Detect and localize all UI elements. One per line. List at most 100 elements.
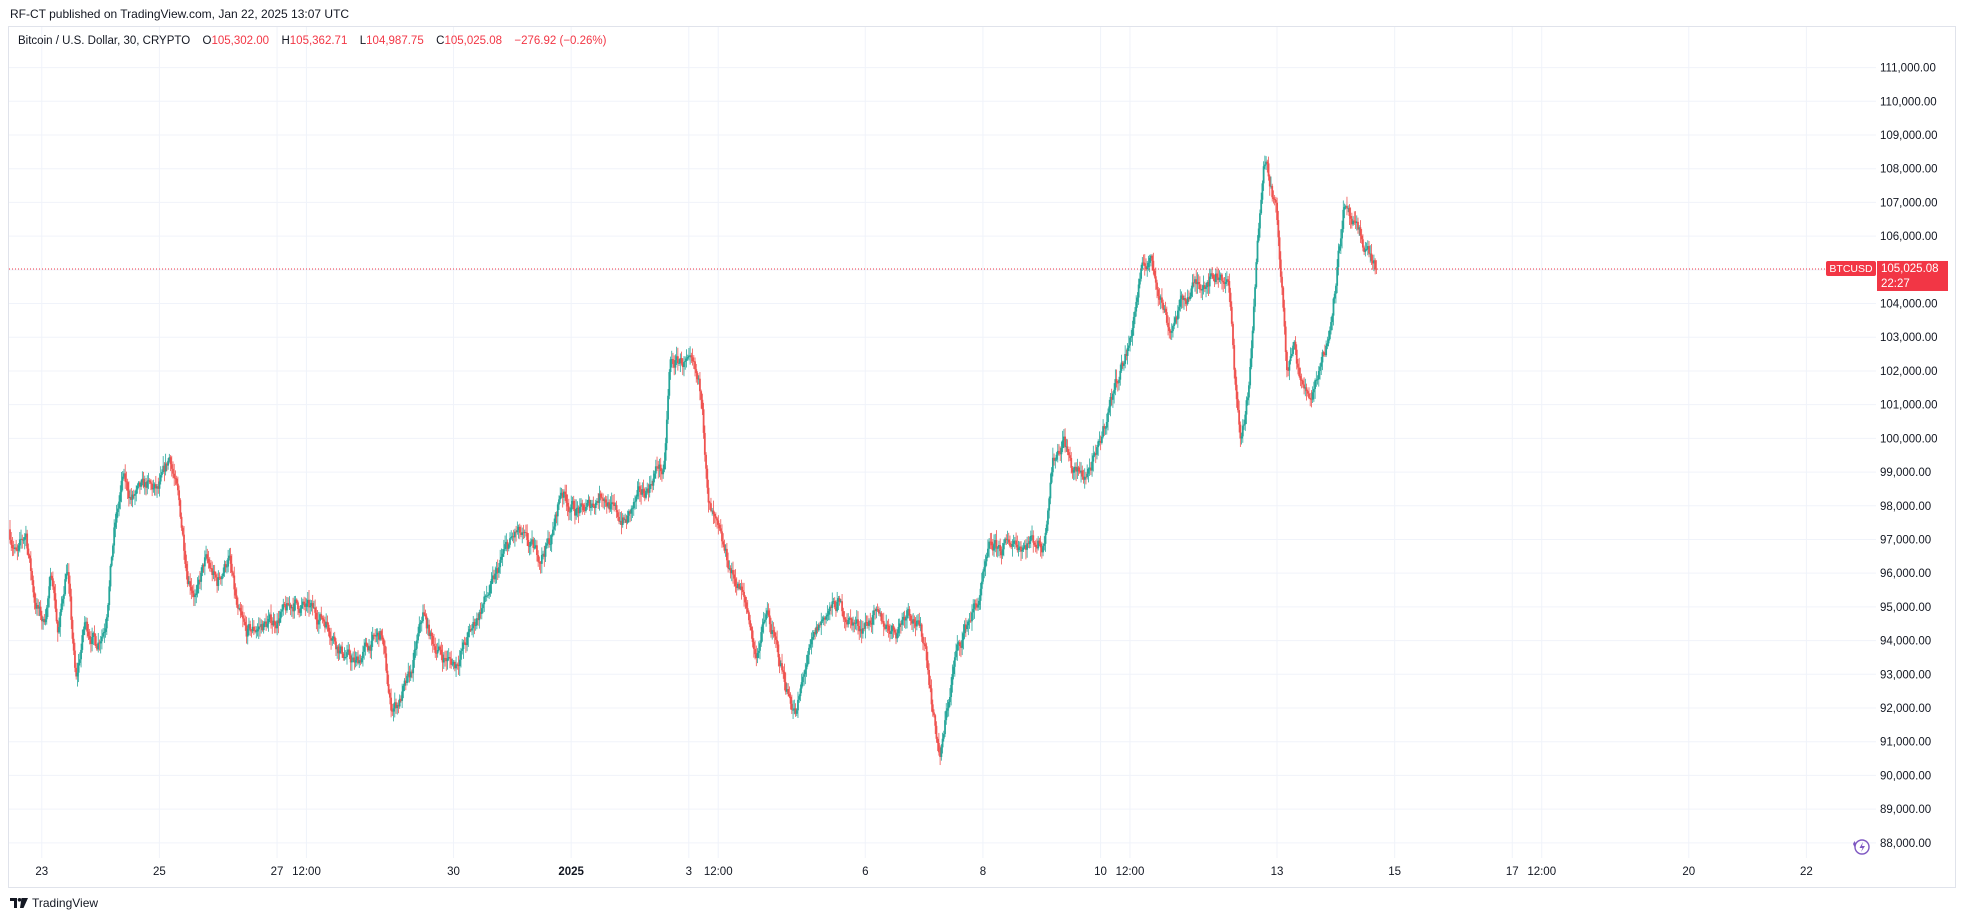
candle bbox=[146, 475, 149, 495]
y-tick-label: 102,000.00 bbox=[1880, 366, 1938, 378]
candle bbox=[129, 489, 131, 505]
candle bbox=[1024, 539, 1027, 560]
candle bbox=[947, 699, 950, 717]
candle bbox=[705, 452, 707, 479]
candle bbox=[373, 632, 375, 640]
y-tick-label: 92,000.00 bbox=[1880, 703, 1931, 715]
candle bbox=[1261, 180, 1264, 204]
candle bbox=[1121, 360, 1124, 369]
candle bbox=[542, 550, 544, 560]
flash-icon[interactable] bbox=[1853, 839, 1870, 855]
candle bbox=[1238, 400, 1241, 433]
candle bbox=[159, 466, 162, 485]
candle bbox=[403, 678, 406, 692]
candle bbox=[854, 616, 857, 630]
candle bbox=[531, 530, 533, 545]
candle bbox=[871, 610, 874, 634]
candle bbox=[28, 553, 31, 563]
candle bbox=[1104, 426, 1107, 435]
candle bbox=[103, 623, 106, 643]
candle bbox=[1168, 317, 1171, 339]
candle bbox=[1112, 391, 1114, 408]
candle bbox=[102, 628, 105, 639]
candle bbox=[1006, 530, 1009, 545]
candle bbox=[1075, 462, 1078, 482]
candle bbox=[1163, 305, 1166, 313]
candle bbox=[1088, 458, 1091, 477]
change-value: −276.92 (−0.26%) bbox=[514, 35, 607, 47]
candle bbox=[34, 593, 37, 615]
candle bbox=[860, 620, 863, 644]
candle bbox=[1169, 329, 1172, 340]
candle bbox=[589, 499, 592, 516]
candle bbox=[401, 683, 404, 709]
candle bbox=[870, 617, 873, 633]
candle bbox=[790, 694, 793, 715]
candle bbox=[815, 621, 818, 637]
candle bbox=[545, 538, 548, 549]
candle bbox=[586, 499, 589, 510]
footer-brand[interactable]: TradingView bbox=[10, 896, 98, 910]
candle bbox=[461, 638, 464, 655]
candle bbox=[569, 507, 571, 520]
candle bbox=[901, 612, 904, 631]
candle bbox=[214, 571, 217, 581]
candle bbox=[441, 644, 444, 672]
candle bbox=[362, 645, 364, 667]
open-label: O bbox=[202, 35, 212, 47]
candle bbox=[607, 494, 609, 509]
candle bbox=[836, 591, 839, 613]
candle bbox=[290, 604, 293, 617]
candle bbox=[855, 610, 858, 631]
candle bbox=[315, 606, 318, 630]
candle bbox=[230, 554, 233, 577]
candle bbox=[741, 582, 744, 596]
candle bbox=[305, 598, 308, 612]
candle bbox=[509, 532, 511, 548]
candle bbox=[89, 631, 92, 653]
candle bbox=[442, 652, 445, 670]
candle bbox=[662, 464, 665, 479]
candle bbox=[1359, 220, 1362, 244]
candle bbox=[295, 598, 298, 605]
candle bbox=[565, 484, 568, 512]
candle bbox=[651, 480, 654, 493]
candle bbox=[97, 632, 100, 653]
candle bbox=[16, 544, 19, 561]
close-label: C bbox=[436, 35, 445, 47]
candle bbox=[891, 623, 894, 640]
candle bbox=[763, 613, 766, 624]
candle bbox=[22, 537, 25, 544]
candle bbox=[513, 528, 516, 547]
candle bbox=[772, 622, 775, 638]
candle bbox=[1353, 211, 1356, 225]
candle bbox=[1314, 378, 1317, 399]
candle bbox=[615, 500, 618, 519]
candle bbox=[1130, 330, 1133, 343]
candle bbox=[1191, 274, 1194, 298]
candle bbox=[1141, 257, 1144, 271]
candle bbox=[472, 615, 475, 638]
candle bbox=[652, 470, 655, 491]
candle bbox=[949, 688, 951, 708]
candle bbox=[641, 482, 644, 497]
candle bbox=[271, 617, 274, 634]
candle bbox=[1065, 438, 1068, 452]
candle bbox=[36, 598, 38, 616]
candle bbox=[919, 617, 922, 632]
candle bbox=[749, 614, 752, 631]
candle bbox=[211, 561, 214, 582]
candle bbox=[138, 480, 141, 495]
candle bbox=[672, 352, 674, 369]
candle bbox=[738, 579, 741, 591]
candle bbox=[283, 601, 286, 608]
candle bbox=[1207, 273, 1210, 296]
candle bbox=[1315, 371, 1318, 387]
candle bbox=[656, 456, 658, 472]
candle bbox=[1243, 419, 1245, 430]
candle bbox=[164, 453, 167, 476]
candle bbox=[668, 369, 671, 400]
candle bbox=[1078, 461, 1081, 474]
candle bbox=[528, 542, 531, 556]
